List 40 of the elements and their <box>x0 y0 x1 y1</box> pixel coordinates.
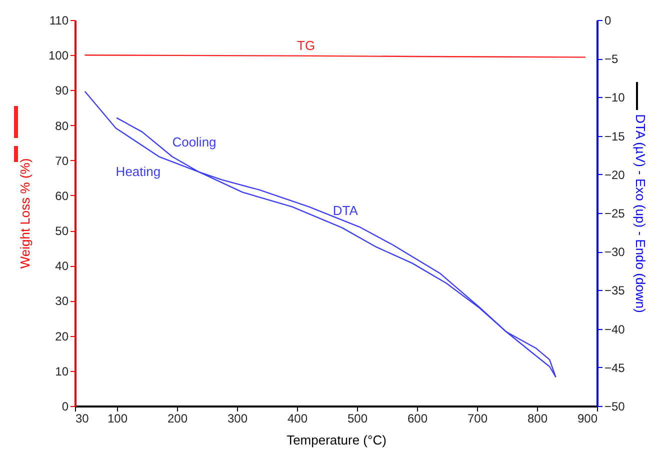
series-label: Heating <box>116 164 161 180</box>
x-tick-label: 700 <box>467 412 488 426</box>
y2-tick-label: −5 <box>604 52 619 66</box>
y2-tick-label: −30 <box>604 245 626 260</box>
x-tick-label: 300 <box>227 412 248 426</box>
x-tick-label: 900 <box>577 412 598 426</box>
y-axis-title: Weight Loss % (%) <box>17 158 32 269</box>
y-tick-label: 10 <box>55 364 69 378</box>
y-tick-label: 50 <box>55 224 69 238</box>
y2-axis-title: DTA (µV) - Exo (up) - Endo (down) <box>632 114 648 313</box>
annotation: DTA <box>332 202 358 218</box>
y-tick-label: 0 <box>62 400 69 414</box>
y-tick-label: 40 <box>55 259 69 274</box>
y-tick-label: 70 <box>55 154 69 168</box>
x-tick-label: 600 <box>407 412 428 426</box>
series-label: Cooling <box>172 134 216 150</box>
y-tick-label: 20 <box>55 329 69 344</box>
x-axis-title: Temperature (°C) <box>286 432 386 448</box>
y2-tick-label: −50 <box>604 400 626 414</box>
y2-tick-label: −35 <box>604 284 626 298</box>
x-tick-label: 400 <box>287 412 308 426</box>
y-tick-label: 60 <box>55 188 69 203</box>
y2-tick-label: 0 <box>604 14 612 28</box>
y-tick-label: 80 <box>55 118 69 133</box>
y2-tick-label: −40 <box>604 322 626 336</box>
y-tick-label: 90 <box>55 84 69 98</box>
x-tick-label: 100 <box>107 412 128 426</box>
x-tick-label: 800 <box>527 412 548 426</box>
series-label: TG <box>297 38 316 53</box>
x-tick-label: 200 <box>167 412 188 426</box>
y2-tick-label: −25 <box>604 206 626 220</box>
y2-tick-label: −45 <box>604 360 626 375</box>
y2-tick-label: −20 <box>604 168 626 182</box>
y-tick-label: 110 <box>49 14 69 28</box>
x-tick-label: 30 <box>76 412 90 426</box>
y2-tick-label: −10 <box>604 90 626 105</box>
x-tick-label: 500 <box>347 412 368 426</box>
y-tick-label: 100 <box>48 48 69 63</box>
y-tick-label: 30 <box>55 294 69 308</box>
y2-tick-label: −15 <box>604 129 626 144</box>
